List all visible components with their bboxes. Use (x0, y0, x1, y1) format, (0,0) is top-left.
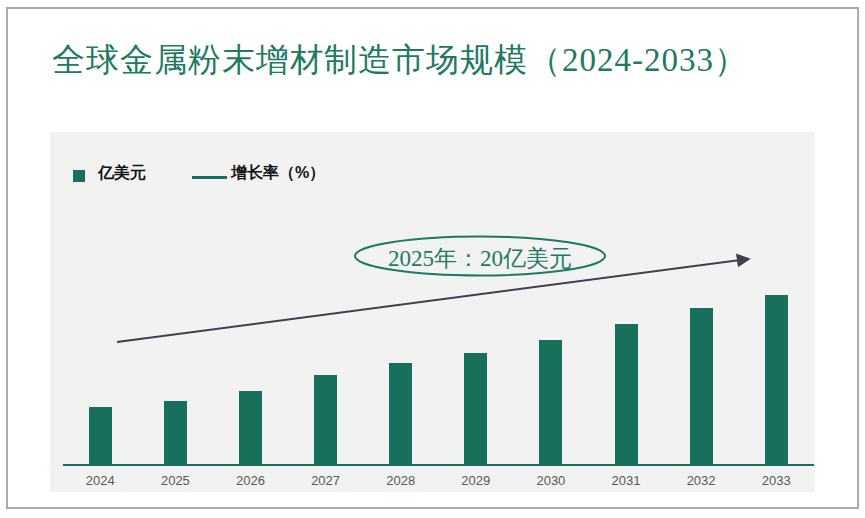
bar-2033 (765, 295, 788, 465)
x-label-2028: 2028 (371, 473, 431, 488)
x-label-2025: 2025 (145, 473, 205, 488)
bar-2031 (615, 324, 638, 465)
x-label-2026: 2026 (221, 473, 281, 488)
x-label-2027: 2027 (296, 473, 356, 488)
x-axis-line (63, 464, 814, 466)
legend-line-label: 增长率（%） (231, 163, 325, 184)
bar-2027 (314, 375, 337, 465)
chart-title: 全球金属粉末增材制造市场规模（2024-2033） (52, 38, 748, 83)
x-label-2033: 2033 (746, 473, 806, 488)
x-label-2032: 2032 (671, 473, 731, 488)
annotation-text: 2025年：20亿美元 (355, 243, 605, 274)
x-label-2029: 2029 (446, 473, 506, 488)
plot-area: 亿美元 增长率（%） 2024 2025 2026 2027 2028 2029 2030 2… (50, 132, 815, 492)
bar-2026 (239, 391, 262, 465)
x-label-2031: 2031 (596, 473, 656, 488)
bar-2028 (389, 363, 412, 465)
bar-2025 (164, 401, 187, 465)
x-label-2030: 2030 (521, 473, 581, 488)
bar-2032 (690, 308, 713, 465)
x-label-2024: 2024 (70, 473, 130, 488)
legend-bar-label: 亿美元 (98, 163, 146, 184)
legend-bar-swatch-icon (73, 170, 85, 182)
bar-2029 (464, 353, 487, 465)
bar-2024 (89, 407, 112, 465)
bar-2030 (539, 340, 562, 465)
legend-line-swatch-icon (192, 176, 227, 179)
